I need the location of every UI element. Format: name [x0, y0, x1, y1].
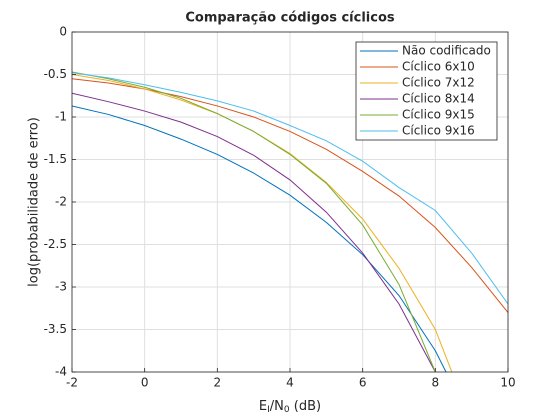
y-tick-label: -2.5: [44, 237, 67, 251]
x-axis-label: EI/N0 (dB): [259, 399, 321, 415]
y-tick-label: -1: [55, 110, 67, 124]
x-label-sub: 0: [284, 405, 290, 415]
legend-label: Cíclico 9x16: [402, 124, 475, 138]
legend-box: [355, 41, 498, 141]
x-label-part: E: [259, 399, 267, 414]
x-tick-label: 10: [500, 376, 515, 390]
series-line: [72, 105, 447, 372]
x-tick-label: 2: [214, 376, 222, 390]
x-label-sub: I: [267, 405, 270, 415]
chart-title: Comparação códigos cíclicos: [185, 11, 395, 26]
y-tick-label: -3.5: [44, 322, 67, 336]
y-tick-label: 0: [59, 25, 67, 39]
x-tick-label: 4: [286, 376, 294, 390]
series-line: [72, 92, 436, 372]
x-tick-label: -2: [66, 376, 78, 390]
x-label-part: /N: [270, 399, 284, 414]
x-label-part: (dB): [290, 399, 321, 414]
y-tick-label: -3: [55, 280, 67, 294]
x-tick-label: 6: [359, 376, 367, 390]
legend-label: Cíclico 9x15: [402, 108, 475, 122]
y-tick-label: -2: [55, 195, 67, 209]
series-line: [72, 71, 436, 372]
y-tick-label: -1.5: [44, 152, 67, 166]
y-tick-label: -0.5: [44, 67, 67, 81]
legend-label: Cíclico 7x12: [402, 76, 475, 90]
y-axis-label: log(probabilidade de erro): [27, 117, 42, 287]
legend-label: Cíclico 8x14: [402, 92, 475, 106]
legend-label: Não codificado: [402, 44, 491, 58]
x-tick-label: 8: [432, 376, 440, 390]
series-line: [72, 72, 508, 305]
legend-label: Cíclico 6x10: [402, 60, 475, 74]
y-tick-label: -4: [55, 365, 67, 379]
x-tick-label: 0: [141, 376, 149, 390]
